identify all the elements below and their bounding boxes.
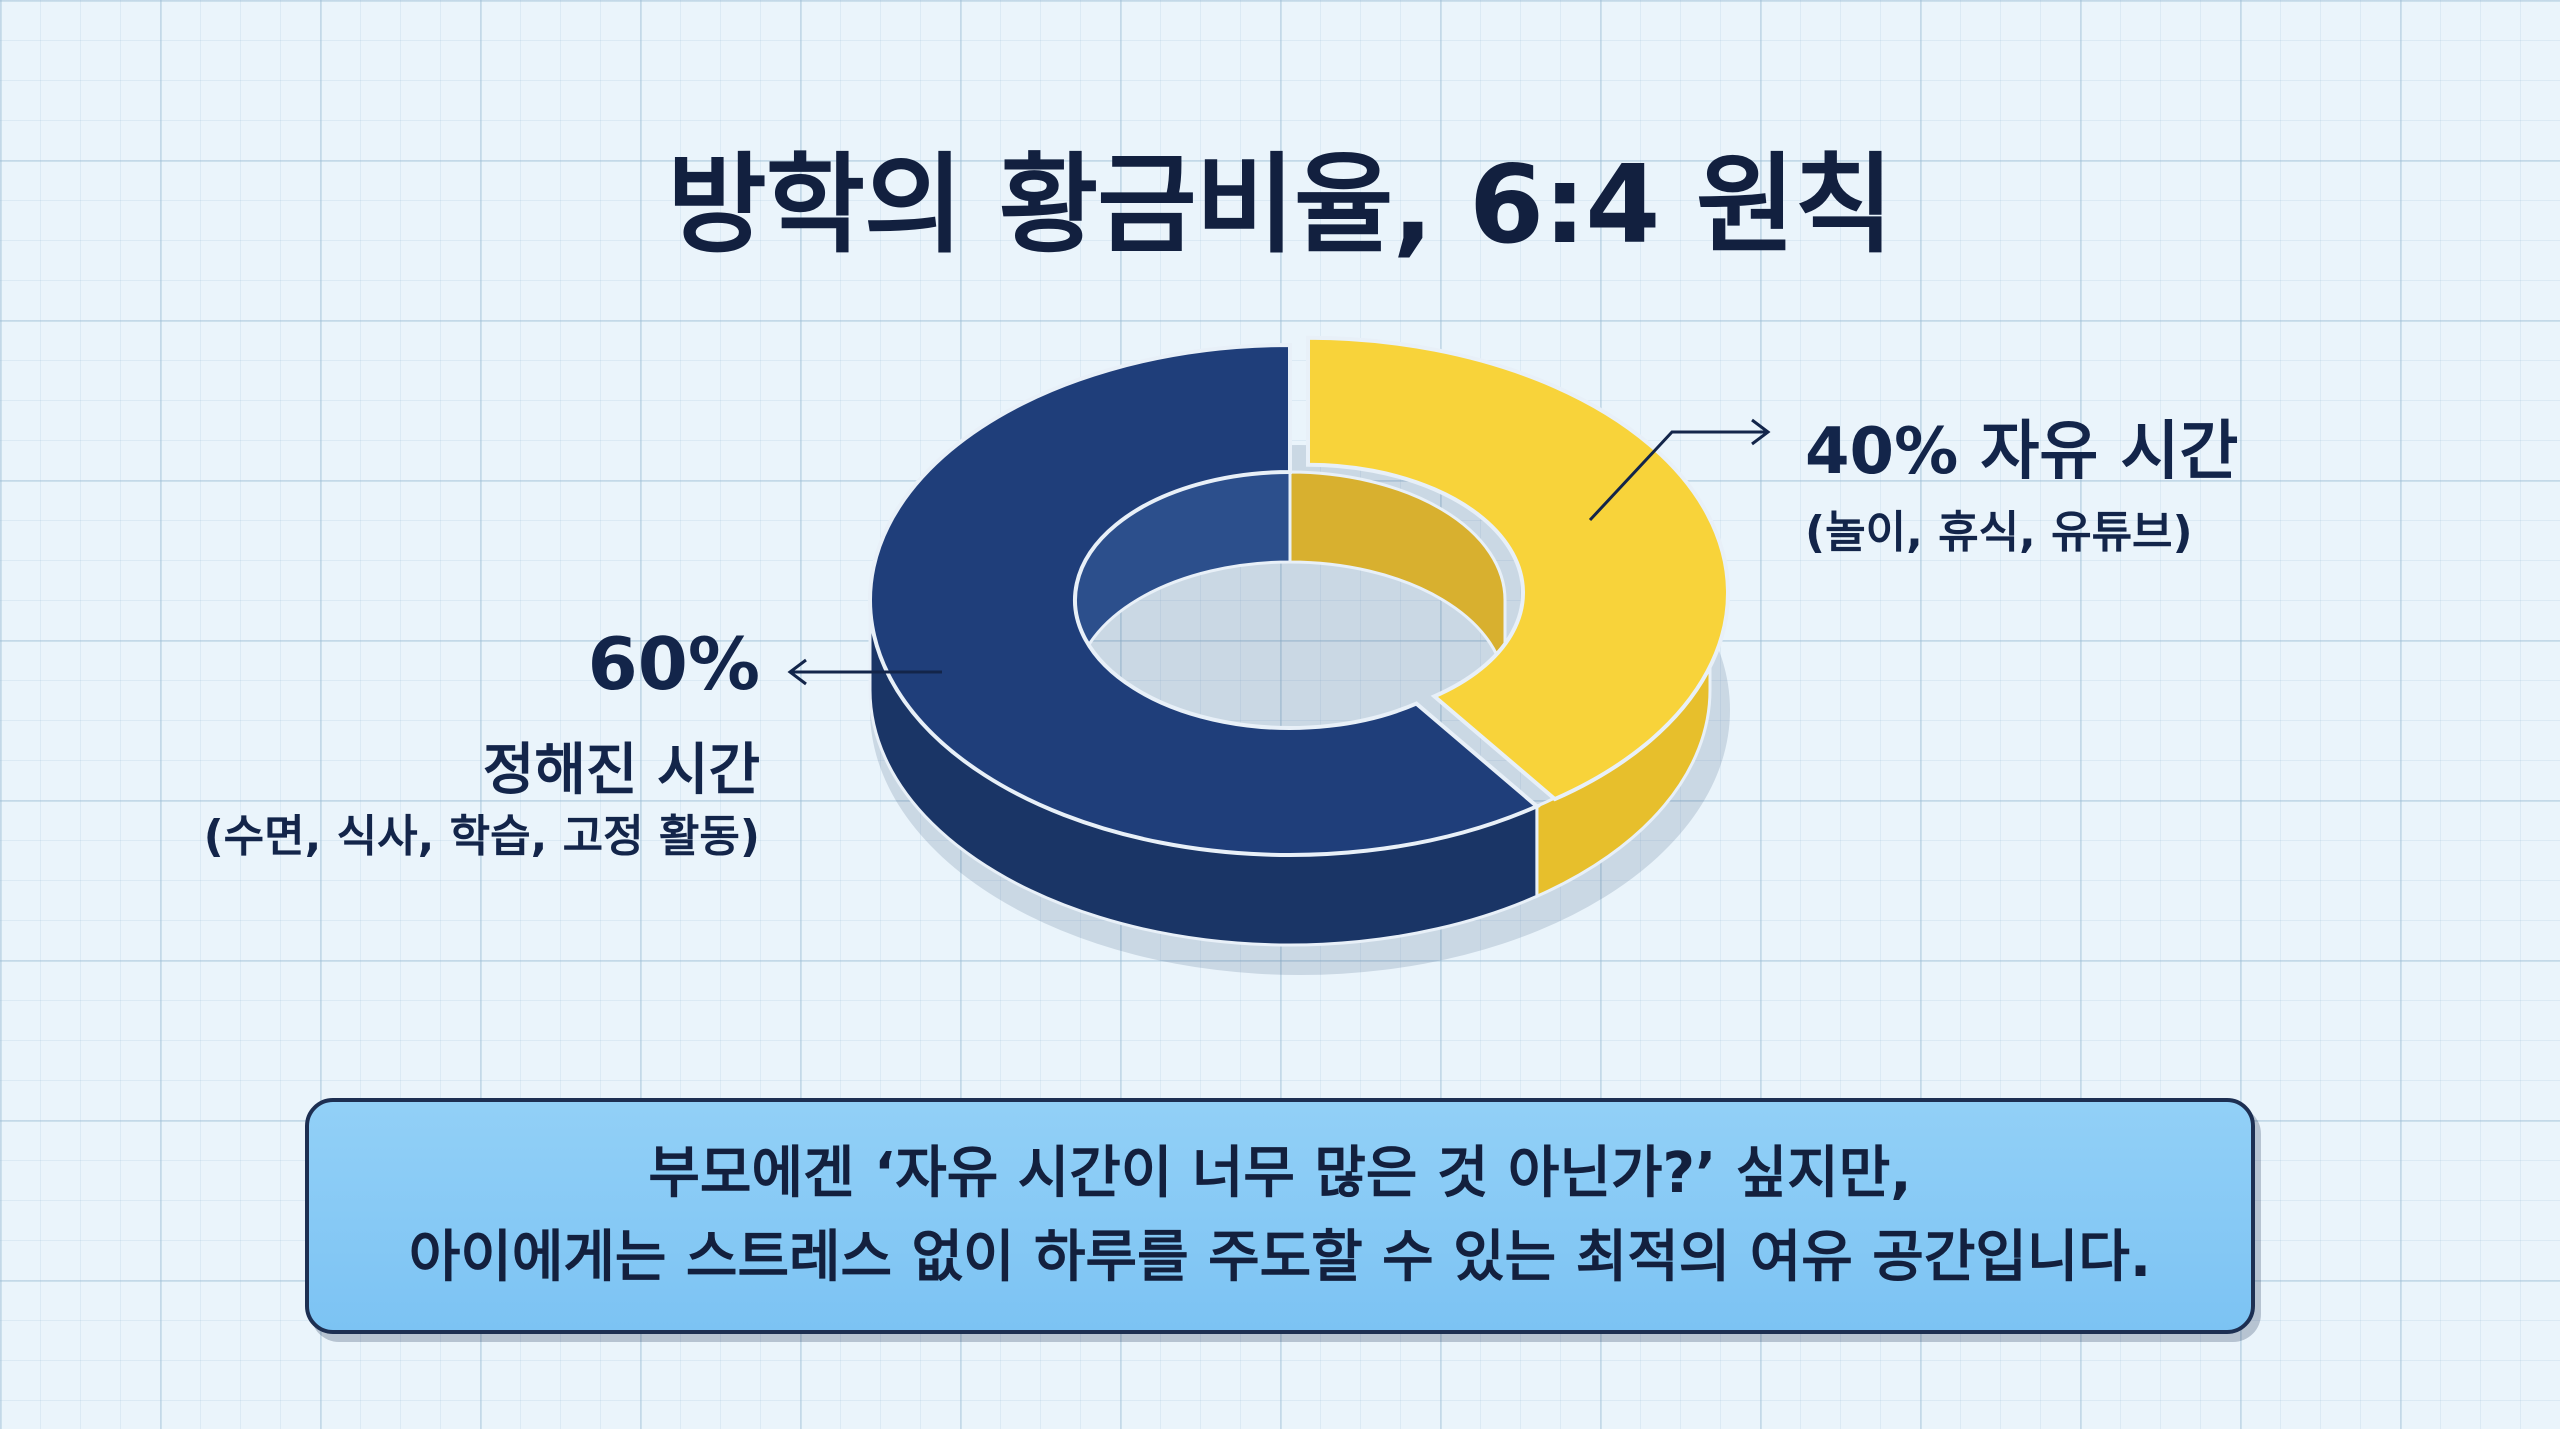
fixed-time-detail: (수면, 식사, 학습, 고정 활동) bbox=[203, 811, 760, 862]
info-note-box: 부모에겐 ‘자유 시간이 너무 많은 것 아닌가?’ 싶지만, 아이에게는 스트… bbox=[305, 1098, 2255, 1334]
free-time-label: 40% 자유 시간 bbox=[1805, 415, 2239, 489]
fixed-time-label: 정해진 시간 bbox=[482, 738, 760, 803]
note-line-2: 아이에게는 스트레스 없이 하루를 주도할 수 있는 최적의 여유 공간입니다. bbox=[408, 1225, 2152, 1290]
free-time-slice bbox=[1306, 335, 1730, 802]
note-line-1: 부모에겐 ‘자유 시간이 너무 많은 것 아닌가?’ 싶지만, bbox=[648, 1141, 1912, 1206]
page-title: 방학의 황금비율, 6:4 원칙 bbox=[667, 143, 1894, 268]
free-time-detail: (놀이, 휴식, 유튜브) bbox=[1805, 507, 2193, 558]
fixed-time-percent: 60% bbox=[587, 622, 760, 706]
free-time-arrow-head bbox=[1751, 418, 1771, 446]
fixed-time-arrow-head bbox=[787, 658, 807, 686]
free-time-arrow bbox=[1588, 430, 1768, 522]
fixed-time-slice bbox=[868, 342, 1541, 857]
